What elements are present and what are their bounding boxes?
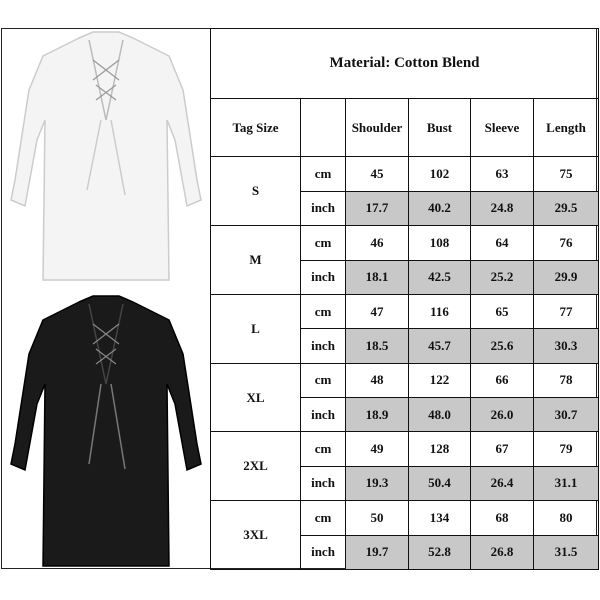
measurement-cell: 45.7: [408, 328, 471, 364]
measurement-cell: 19.3: [345, 465, 409, 502]
table-row: inch 18.5 45.7 25.6 30.3: [211, 328, 600, 364]
measurement-cell: 50: [345, 500, 409, 536]
table-row: inch 19.3 50.4 26.4 31.1: [211, 465, 600, 502]
size-label: M: [210, 225, 301, 295]
size-label: 2XL: [210, 431, 301, 502]
unit-label: inch: [300, 328, 346, 364]
measurement-cell: 49: [345, 431, 409, 467]
table-row: 2XL cm 49 128 67 79: [210, 431, 600, 502]
unit-label: cm: [300, 293, 346, 330]
measurement-cell: 25.2: [470, 259, 534, 295]
measurement-cell: 75: [532, 156, 600, 192]
header-tag-size: Tag Size: [210, 97, 301, 158]
measurement-cell: 122: [408, 362, 471, 399]
size-label: 3XL: [210, 500, 301, 570]
size-label: S: [210, 156, 301, 227]
unit-label: cm: [300, 362, 346, 399]
unit-label: cm: [300, 431, 346, 467]
measurement-cell: 66: [470, 362, 534, 399]
product-photos: [1, 28, 210, 569]
header-sleeve: Sleeve: [470, 97, 534, 158]
white-shirt-image: [10, 31, 202, 281]
measurement-cell: 47: [345, 293, 409, 330]
measurement-cell: 48: [345, 362, 409, 399]
measurement-cell: 25.6: [470, 328, 534, 364]
unit-label: inch: [300, 534, 346, 571]
header-bust: Bust: [408, 97, 471, 158]
measurement-cell: 102: [408, 156, 471, 192]
measurement-cell: 40.2: [408, 190, 471, 227]
measurement-cell: 50.4: [408, 465, 471, 502]
size-table: Material: Cotton Blend Tag Size Shoulder…: [209, 28, 600, 571]
measurement-cell: 48.0: [408, 397, 471, 433]
measurement-cell: 42.5: [408, 259, 471, 295]
table-row: inch 18.1 42.5 25.2 29.9: [211, 259, 600, 295]
measurement-cell: 63: [470, 156, 534, 192]
size-label: XL: [210, 362, 301, 433]
measurement-cell: 76: [532, 225, 600, 261]
table-row: 3XL cm 50 134 68 80: [210, 500, 600, 570]
header-length: Length: [532, 97, 600, 158]
measurement-cell: 128: [408, 431, 471, 467]
unit-label: inch: [300, 465, 346, 502]
table-row: XL cm 48 122 66 78: [210, 362, 600, 433]
measurement-cell: 108: [408, 225, 471, 261]
measurement-cell: 30.7: [532, 397, 600, 433]
unit-label: cm: [300, 156, 346, 192]
table-row: inch 17.7 40.2 24.8 29.5: [211, 190, 600, 227]
measurement-cell: 31.1: [532, 465, 600, 502]
unit-label: inch: [300, 259, 346, 295]
unit-label: cm: [300, 225, 346, 261]
measurement-cell: 30.3: [532, 328, 600, 364]
measurement-cell: 78: [532, 362, 600, 399]
table-row: inch 19.7 52.8 26.8 31.5: [211, 534, 600, 571]
measurement-cell: 52.8: [408, 534, 471, 571]
measurement-cell: 18.5: [345, 328, 409, 364]
measurement-cell: 18.9: [345, 397, 409, 433]
measurement-cell: 26.4: [470, 465, 534, 502]
measurement-cell: 68: [470, 500, 534, 536]
measurement-cell: 18.1: [345, 259, 409, 295]
unit-label: inch: [300, 397, 346, 433]
measurement-cell: 79: [532, 431, 600, 467]
measurement-cell: 19.7: [345, 534, 409, 571]
unit-label: cm: [300, 500, 346, 536]
measurement-cell: 26.8: [470, 534, 534, 571]
header-unit: [300, 97, 346, 158]
measurement-cell: 26.0: [470, 397, 534, 433]
measurement-cell: 65: [470, 293, 534, 330]
measurement-cell: 31.5: [532, 534, 600, 571]
measurement-cell: 45: [345, 156, 409, 192]
measurement-cell: 29.5: [532, 190, 600, 227]
header-shoulder: Shoulder: [345, 97, 409, 158]
black-shirt-image: [10, 295, 202, 567]
table-row: inch 18.9 48.0 26.0 30.7: [211, 397, 600, 433]
measurement-cell: 134: [408, 500, 471, 536]
measurement-cell: 116: [408, 293, 471, 330]
material-title: Material: Cotton Blend: [209, 28, 600, 99]
measurement-cell: 67: [470, 431, 534, 467]
measurement-cell: 46: [345, 225, 409, 261]
measurement-cell: 29.9: [532, 259, 600, 295]
measurement-cell: 24.8: [470, 190, 534, 227]
measurement-cell: 17.7: [345, 190, 409, 227]
measurement-cell: 77: [532, 293, 600, 330]
unit-label: inch: [300, 190, 346, 227]
measurement-cell: 64: [470, 225, 534, 261]
size-label: L: [210, 293, 301, 364]
measurement-cell: 80: [532, 500, 600, 536]
